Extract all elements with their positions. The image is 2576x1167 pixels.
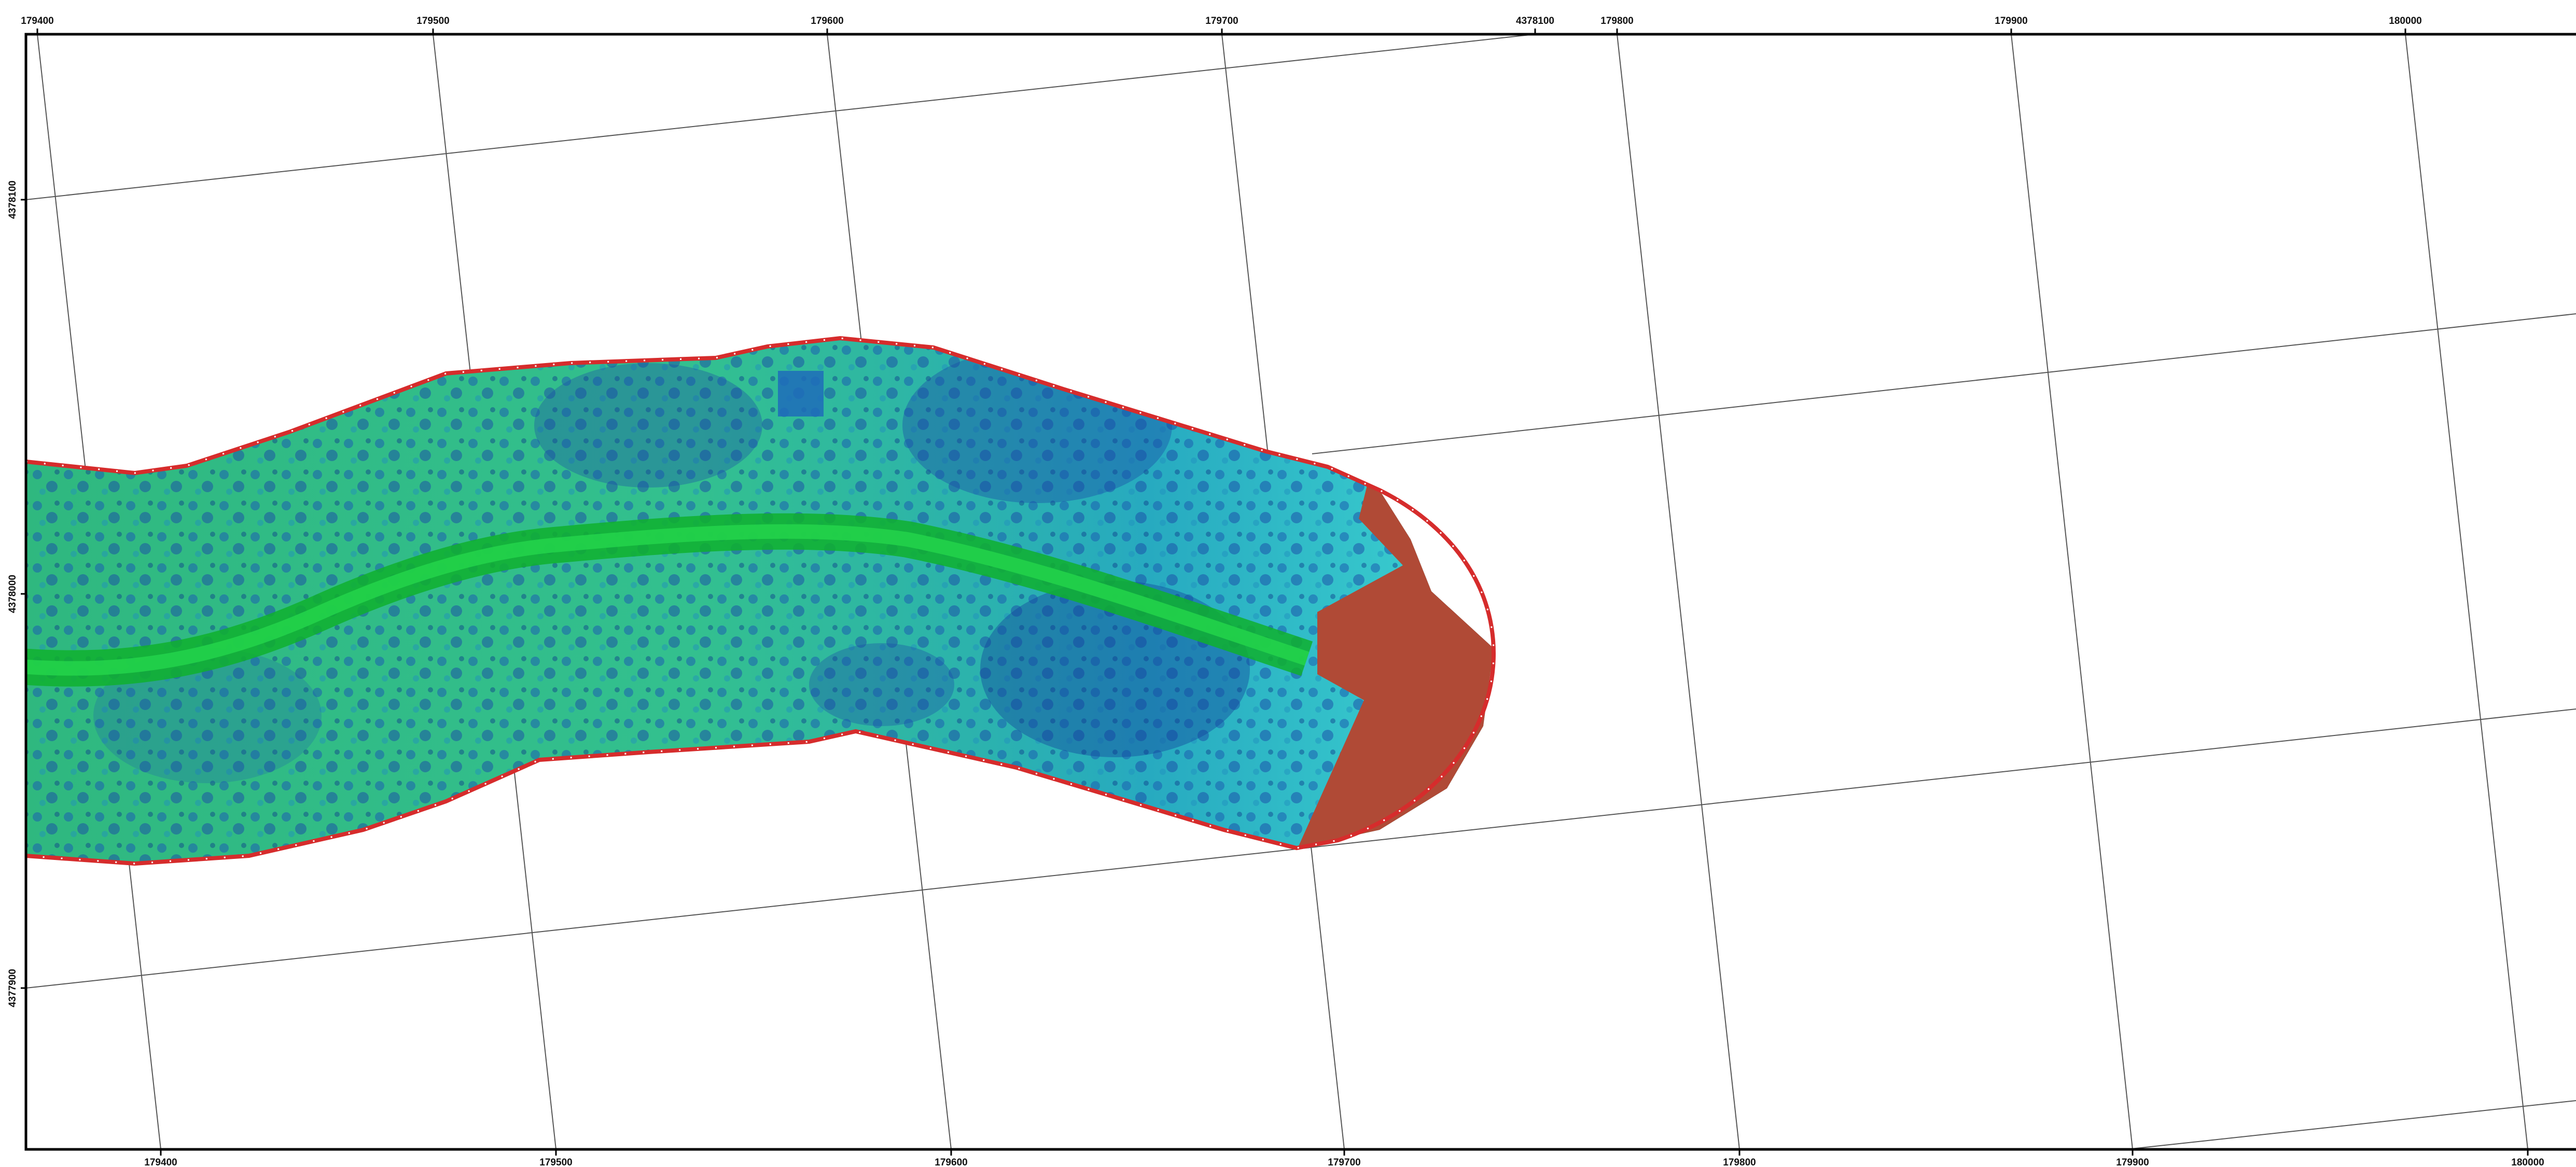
grid-line	[2405, 34, 2528, 1150]
survey-boundary	[25, 336, 1496, 866]
map-frame	[24, 33, 2576, 1151]
top-tick-label: 179400	[21, 16, 53, 26]
top-tick-label: 179600	[811, 16, 843, 26]
top-tick-label: 179900	[1995, 16, 2027, 26]
bottom-tick-label: 179600	[935, 1157, 967, 1167]
left-tick-label: 4378100	[7, 180, 18, 219]
top-tick-label: 4378100	[1516, 16, 1554, 26]
bottom-axis: 179400 179500 179600 179700 179800 17990…	[144, 1149, 2544, 1167]
left-tick-label: 4377900	[7, 969, 18, 1007]
dem-raster	[26, 338, 1494, 864]
top-tick-label: 179800	[1600, 16, 1633, 26]
bottom-tick-label: 179800	[1723, 1157, 1756, 1167]
bottom-tick-label: 180000	[2511, 1157, 2544, 1167]
top-tick-label: 179700	[1205, 16, 1238, 26]
grid-line	[2126, 1100, 2576, 1150]
grid-line	[1617, 34, 1740, 1150]
top-tick-label: 180000	[2389, 16, 2421, 26]
top-tick-label: 179500	[416, 16, 449, 26]
bottom-tick-label: 179700	[1328, 1157, 1360, 1167]
left-axis: 4378100 4378000 4377900	[7, 180, 26, 1007]
bottom-tick-label: 179500	[539, 1157, 572, 1167]
grid-line	[2011, 34, 2133, 1150]
top-axis: 179400 179500 179600 179700 4378100 1798…	[21, 16, 2422, 34]
grid-line	[25, 34, 1536, 200]
bottom-tick-label: 179400	[144, 1157, 177, 1167]
left-tick-label: 4378000	[7, 575, 18, 613]
grid-line	[1312, 313, 2576, 454]
bottom-tick-label: 179900	[2116, 1157, 2149, 1167]
